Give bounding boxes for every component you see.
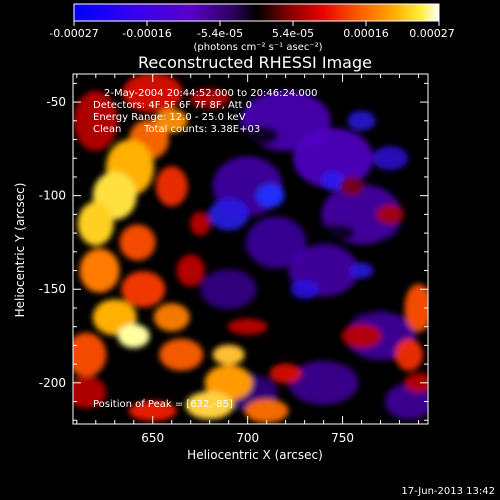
heatmap-blob [159, 338, 204, 371]
heatmap-blob [185, 391, 234, 420]
heatmap-blob [288, 360, 359, 405]
colorbar-unit-label: (photons cm⁻² s⁻¹ asec⁻²) [193, 42, 322, 53]
annotation-peak-position: Position of Peak = [632,-85] [93, 399, 233, 410]
heatmap-blob [340, 176, 365, 197]
chart-title: Reconstructed RHESSI Image [138, 53, 372, 72]
colorbar-tick-0: -0.00027 [49, 27, 98, 40]
axis-ticks [73, 74, 428, 424]
heatmap-blob [376, 204, 405, 225]
annotation-clean: Clean [93, 124, 121, 135]
heatmap-blob [122, 74, 183, 113]
heatmap-blob [255, 337, 316, 354]
heatmap-blob [246, 216, 307, 269]
heatmap-blob [73, 376, 107, 409]
heatmap-blob [321, 170, 346, 191]
annotation-total-counts: Total counts: 3.38E+03 [143, 124, 260, 135]
heatmap-blob [208, 198, 249, 231]
heatmap-blob [121, 271, 166, 308]
heatmap-blob [155, 166, 188, 207]
colorbar [73, 3, 440, 22]
footer-date: 17-Jun-2013 13:42 [401, 486, 495, 497]
annotation-detectors: Detectors: 4F 5F 6F 7F 8F, Att 0 [93, 100, 252, 111]
heatmap-blob [341, 324, 382, 349]
colorbar-tick-1: -0.00016 [122, 27, 171, 40]
heatmap-blob [290, 279, 319, 300]
annotation-energy: Energy Range: 12.0 - 25.0 keV [93, 112, 246, 123]
heatmap-blob [372, 146, 409, 171]
heatmap-blob [404, 372, 428, 393]
heatmap-blob [73, 332, 107, 377]
annotation-time-range: 2-May-2004 20:44:52.000 to 20:46:24.000 [104, 88, 317, 99]
y-axis-label: Heliocentric Y (arcsec) [13, 183, 27, 318]
colorbar-ticks [73, 21, 440, 26]
heatmap-blob [189, 88, 230, 109]
heatmap-blob [227, 318, 268, 335]
colorbar-tick-5: 0.00027 [409, 27, 455, 40]
heatmap-blob [190, 211, 211, 236]
heatmap-blob [235, 125, 280, 146]
heatmap-blob [73, 90, 118, 151]
heatmap-blob [389, 228, 410, 257]
heatmap-blob [339, 299, 384, 316]
colorbar-tick-3: 5.4e-05 [272, 27, 314, 40]
heatmap-blob [269, 363, 302, 384]
heatmap-blob [117, 324, 150, 349]
heatmap-blob [349, 262, 374, 279]
x-tick-label-750: 750 [331, 431, 354, 445]
heatmap-blob [212, 242, 245, 261]
heatmap-blob [119, 224, 156, 261]
heatmap-blob [256, 183, 285, 208]
y-tick-label-neg150: -150 [39, 282, 66, 296]
heatmap-blob [293, 128, 374, 189]
heatmap-blob [128, 400, 177, 421]
heatmap-image [73, 74, 428, 424]
heatmap-blob [176, 254, 205, 287]
plot-frame [72, 73, 429, 425]
heatmap-blob [155, 108, 188, 133]
x-tick-label-700: 700 [236, 431, 259, 445]
heatmap-blob [77, 201, 114, 246]
x-axis-label: Heliocentric X (arcsec) [187, 448, 323, 462]
heatmap-blob [79, 248, 120, 293]
heatmap-blob [404, 283, 428, 332]
y-tick-label-neg200: -200 [39, 376, 66, 390]
heatmap-blob [244, 398, 289, 423]
heatmap-blob [395, 338, 424, 371]
colorbar-tick-2: -5.4e-05 [197, 27, 243, 40]
heatmap-blob [153, 303, 190, 332]
y-tick-label-neg50: -50 [46, 95, 66, 109]
y-tick-label-neg100: -100 [39, 189, 66, 203]
colorbar-tick-4: 0.00016 [343, 27, 389, 40]
heatmap-blob [212, 344, 245, 365]
heatmap-blob [311, 224, 356, 243]
x-tick-label-650: 650 [141, 431, 164, 445]
heatmap-blob [204, 364, 253, 401]
heatmap-blob [200, 269, 257, 310]
heatmap-blob [347, 110, 376, 131]
